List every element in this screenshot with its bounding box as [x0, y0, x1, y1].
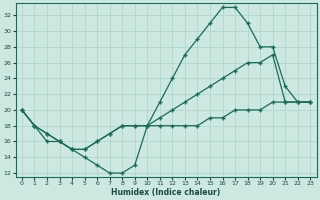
X-axis label: Humidex (Indice chaleur): Humidex (Indice chaleur) — [111, 188, 221, 197]
